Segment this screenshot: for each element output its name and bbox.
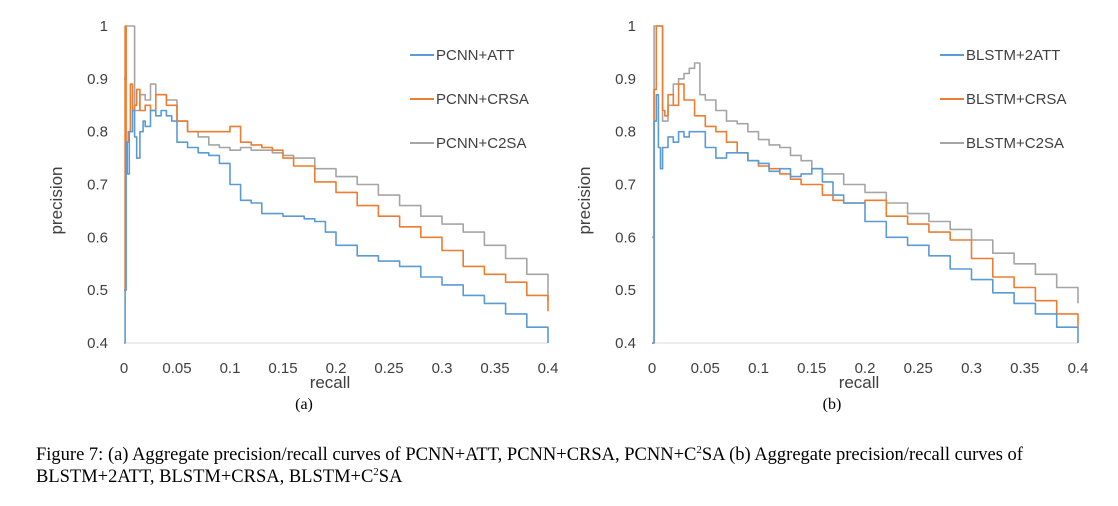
y-tick-label: 0.9 — [615, 71, 636, 88]
figure-charts: 0 0.05 0.1 0.15 0.2 0.25 0.3 0.35 0.4 0.4 0.5 0.6 0.… — [47, 18, 1088, 413]
x-tick-label: 0.05 — [162, 360, 191, 377]
legend-label: PCNN+C2SA — [436, 135, 526, 152]
x-tick-label: 0.35 — [480, 360, 509, 377]
x-tick-label: 0.1 — [220, 360, 241, 377]
y-tick-label: 0.6 — [615, 229, 636, 246]
x-tick-label: 0.4 — [1068, 360, 1089, 377]
x-tick-label: 0.15 — [268, 360, 297, 377]
y-tick-label: 0.8 — [87, 124, 108, 141]
chart-b: 0 0.05 0.1 0.15 0.2 0.25 0.3 0.35 0.4 0.4 0.5 0.6 0.… — [575, 18, 1088, 413]
caption-superscript-1: 2 — [696, 444, 702, 456]
chart-a: 0 0.05 0.1 0.15 0.2 0.25 0.3 0.35 0.4 0.4 0.5 0.6 0.… — [47, 18, 558, 413]
legend-label: PCNN+ATT — [436, 47, 514, 64]
y-tick-label: 0.7 — [615, 177, 636, 194]
x-tick-label: 0.2 — [855, 360, 876, 377]
y-tick-label: 0.4 — [87, 335, 108, 352]
x-axis-title: recall — [839, 373, 880, 392]
y-tick-label: 0.4 — [615, 335, 636, 352]
x-tick-label: 0.2 — [326, 360, 347, 377]
caption-text-1: Figure 7: (a) Aggregate precision/recall… — [36, 445, 697, 465]
x-axis-title: recall — [310, 373, 351, 392]
series-line — [652, 25, 1079, 304]
caption-superscript-2: 2 — [373, 466, 379, 478]
figure-caption: Figure 7: (a) Aggregate precision/recall… — [36, 444, 1111, 488]
y-tick-label: 0.5 — [87, 282, 108, 299]
caption-text-2: SA (b) Aggregate precision/recall curves… — [36, 445, 1023, 487]
x-tick-label: 0.15 — [797, 360, 826, 377]
x-tick-label: 0.1 — [748, 360, 769, 377]
y-tick-label: 0.6 — [87, 229, 108, 246]
subplot-label: (b) — [823, 396, 842, 413]
y-tick-label: 0.5 — [615, 282, 636, 299]
subplot-label: (a) — [295, 396, 313, 413]
y-tick-label: 0.7 — [87, 177, 108, 194]
legend-label: BLSTM+CRSA — [966, 91, 1066, 108]
series-line — [652, 93, 1079, 344]
x-tick-label: 0 — [120, 360, 128, 377]
legend-label: PCNN+CRSA — [436, 91, 529, 108]
series-line — [124, 109, 549, 344]
series-line — [652, 25, 1079, 344]
series-line — [124, 25, 549, 301]
series-line — [124, 25, 549, 312]
x-tick-label: 0.05 — [691, 360, 720, 377]
legend-label: BLSTM+2ATT — [966, 47, 1060, 64]
x-tick-label: 0.35 — [1010, 360, 1039, 377]
x-tick-label: 0.4 — [538, 360, 559, 377]
legend-label: BLSTM+C2SA — [966, 135, 1064, 152]
y-tick-label: 1 — [628, 18, 636, 35]
y-axis-title: precision — [47, 166, 66, 234]
y-tick-label: 1 — [100, 18, 108, 35]
x-tick-label: 0.3 — [961, 360, 982, 377]
x-tick-label: 0.25 — [904, 360, 933, 377]
x-tick-label: 0.25 — [374, 360, 403, 377]
caption-text-3: SA — [378, 467, 403, 487]
x-tick-label: 0 — [648, 360, 656, 377]
x-tick-label: 0.3 — [432, 360, 453, 377]
y-tick-label: 0.8 — [615, 124, 636, 141]
y-tick-label: 0.9 — [87, 71, 108, 88]
y-axis-title: precision — [575, 166, 594, 234]
